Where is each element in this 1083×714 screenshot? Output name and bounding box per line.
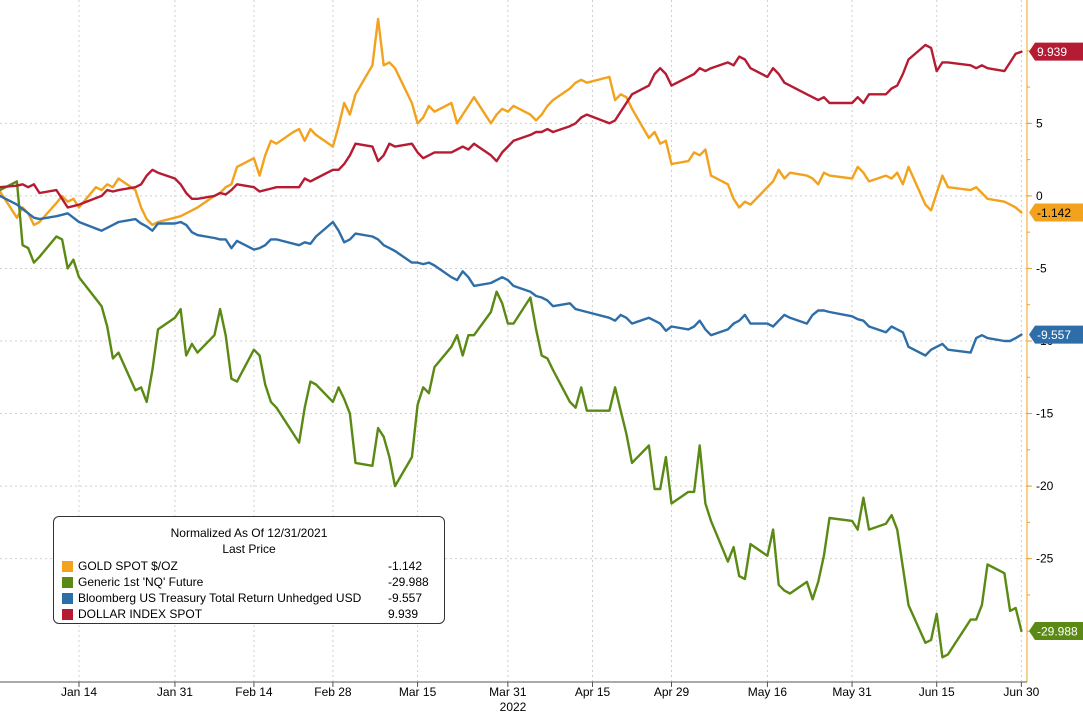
x-tick-label: Feb 28 — [314, 685, 352, 699]
series-line-gold — [0, 17, 1023, 227]
legend-value-nq-future: -29.988 — [388, 575, 429, 589]
y-tick-label: -20 — [1036, 479, 1054, 493]
series-line-nq-future — [0, 180, 1023, 659]
last-price-badges: -1.142 -29.988 -9.557 9.939 — [1029, 42, 1083, 641]
last-price-badge-nq-future: -29.988 — [1029, 622, 1083, 641]
x-tick-label: Apr 29 — [654, 685, 690, 699]
badge-value: -9.557 — [1037, 328, 1071, 342]
legend-entry-gold: GOLD SPOT $/OZ -1.142 — [62, 558, 436, 574]
tick-labels: Jan 14 Jan 31 Feb 14 Feb 28 Mar 15 Mar 31 Apr … — [61, 50, 1054, 699]
x-tick-label: Jan 14 — [61, 685, 97, 699]
series-line-dollar-index — [0, 43, 1023, 209]
badge-shape — [1029, 622, 1083, 641]
x-tick-label: May 16 — [748, 685, 788, 699]
series-lines — [0, 17, 1023, 659]
y-tick-label: -5 — [1036, 261, 1047, 275]
badge-shape — [1029, 203, 1083, 222]
legend-entry-nq-future: Generic 1st 'NQ' Future -29.988 — [62, 574, 436, 590]
y-tick-label: -15 — [1036, 407, 1054, 421]
legend-entry-treasury: Bloomberg US Treasury Total Return Unhed… — [62, 590, 436, 606]
x-tick-label: Mar 31 — [489, 685, 527, 699]
last-price-badge-treasury: -9.557 — [1029, 325, 1083, 344]
series-line-treasury — [0, 194, 1023, 357]
legend-swatch-gold — [62, 560, 73, 572]
legend-label-gold: GOLD SPOT $/OZ — [78, 559, 178, 573]
legend-label-dollar-index: DOLLAR INDEX SPOT — [78, 607, 203, 621]
legend-header-normalized: Normalized As Of 12/31/2021 — [170, 526, 328, 540]
legend-swatch-treasury — [62, 592, 73, 604]
x-tick-label: Jun 15 — [919, 685, 955, 699]
badge-shape — [1029, 42, 1083, 61]
badge-value: -29.988 — [1037, 625, 1078, 639]
last-price-badge-dollar-index: 9.939 — [1029, 42, 1083, 61]
legend-swatch-nq-future — [62, 576, 73, 588]
x-tick-label: Mar 15 — [399, 685, 437, 699]
x-tick-label: Apr 15 — [575, 685, 611, 699]
y-tick-label: 5 — [1036, 116, 1043, 130]
y-tick-label: -25 — [1036, 552, 1054, 566]
legend-label-nq-future: Generic 1st 'NQ' Future — [78, 575, 204, 589]
last-price-badge-gold: -1.142 — [1029, 203, 1083, 222]
badge-value: -1.142 — [1037, 206, 1071, 220]
legend-header: Normalized As Of 12/31/2021 Last Price — [54, 525, 444, 557]
x-tick-label: Jun 30 — [1003, 685, 1039, 699]
x-tick-label: Jan 31 — [157, 685, 193, 699]
badge-value: 9.939 — [1037, 45, 1067, 59]
legend-value-gold: -1.142 — [388, 559, 423, 573]
x-tick-label: May 31 — [832, 685, 872, 699]
legend-label-treasury: Bloomberg US Treasury Total Return Unhed… — [78, 591, 362, 605]
x-tick-label: Feb 14 — [235, 685, 273, 699]
legend-value-treasury: -9.557 — [388, 591, 423, 605]
legend-header-last-price: Last Price — [222, 542, 276, 556]
legend-swatch-dollar-index — [62, 608, 73, 620]
legend-entry-dollar-index: DOLLAR INDEX SPOT 9.939 — [62, 606, 436, 622]
grid — [0, 0, 1027, 682]
y-tick-label: 0 — [1036, 189, 1043, 203]
legend-entries: GOLD SPOT $/OZ -1.142 Generic 1st 'NQ' F… — [62, 558, 436, 622]
badge-shape — [1029, 325, 1083, 344]
legend: Normalized As Of 12/31/2021 Last Price G… — [53, 516, 445, 624]
legend-value-dollar-index: 9.939 — [388, 607, 419, 621]
x-axis-title: 2022 — [500, 700, 527, 714]
